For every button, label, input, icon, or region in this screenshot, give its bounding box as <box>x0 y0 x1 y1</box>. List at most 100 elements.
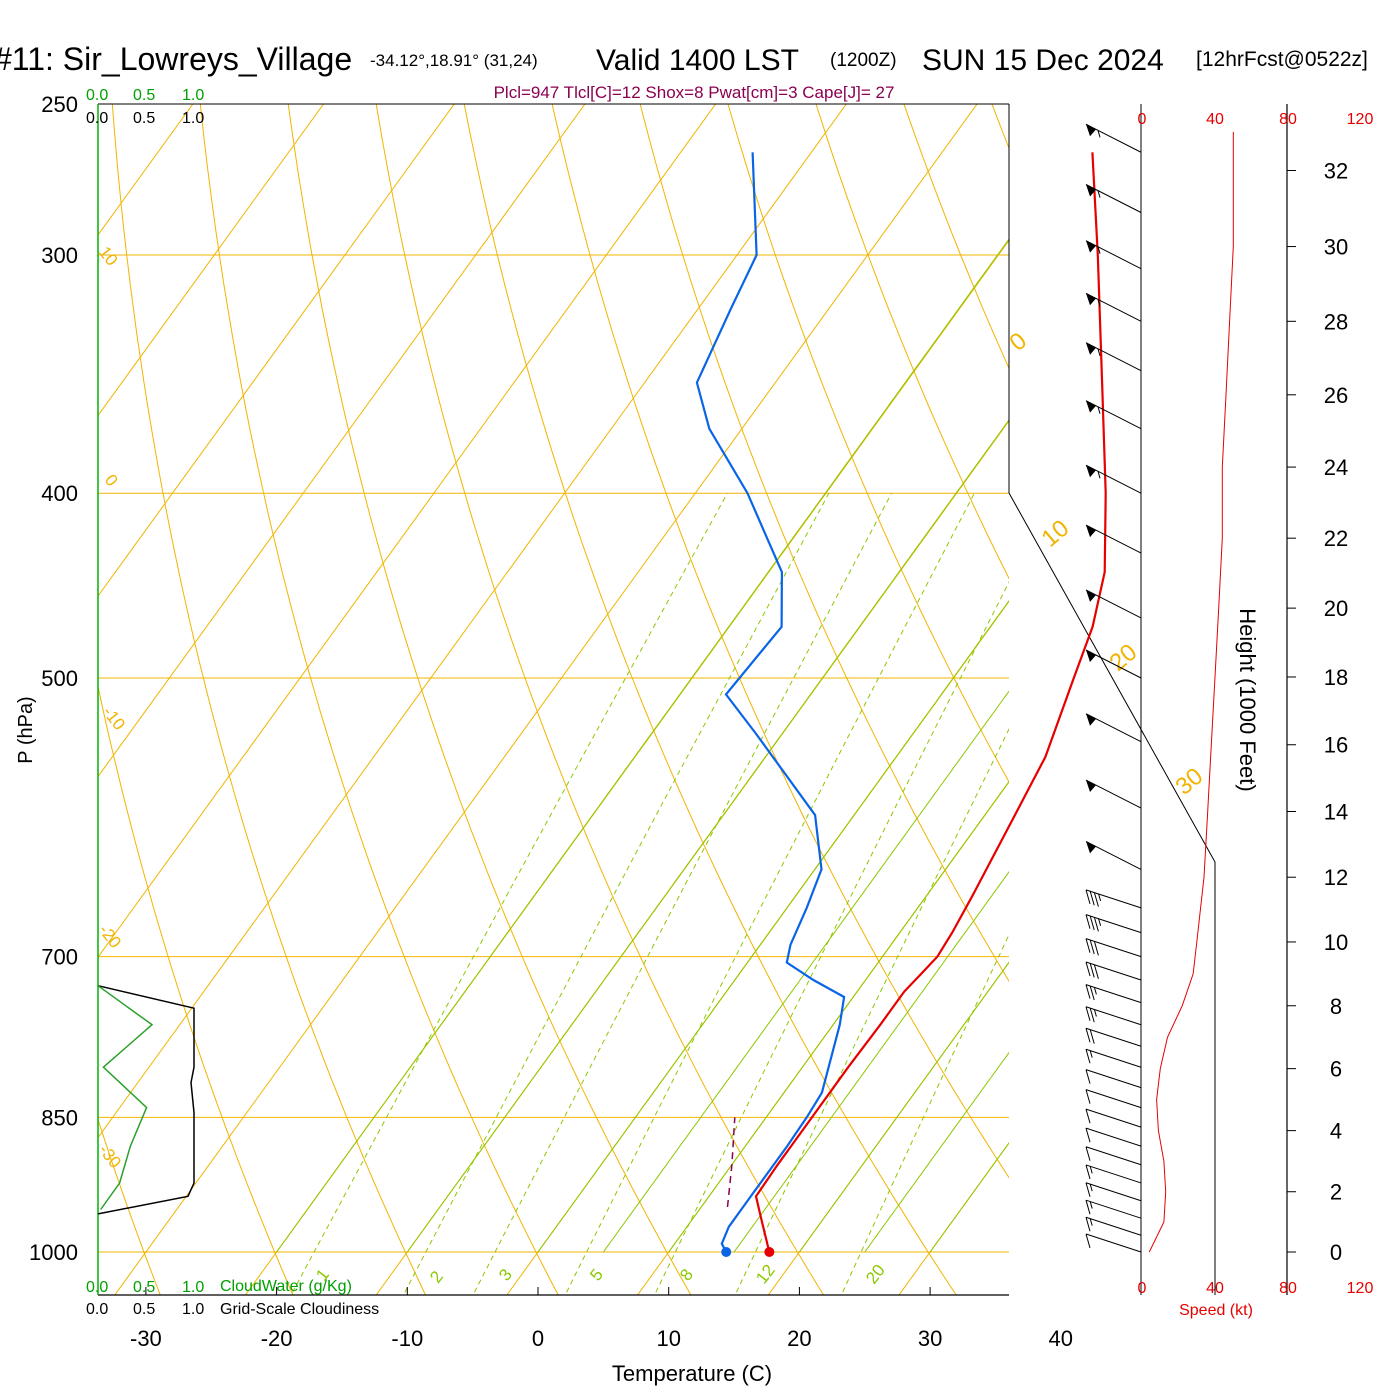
cloudiness-bottom-tick: 1.0 <box>182 1301 204 1318</box>
height-tick-label: 10 <box>1324 930 1348 955</box>
height-tick-label: 24 <box>1324 455 1348 480</box>
moist-adiabat-line <box>733 871 1009 1253</box>
height-tick-label: 6 <box>1330 1057 1342 1082</box>
valid-utc: (1200Z) <box>830 50 897 71</box>
speed-bottom-tick: 80 <box>1279 1280 1297 1297</box>
mixing-ratio-label: 8 <box>676 1265 697 1284</box>
cloudiness-bottom-tick: 0.0 <box>86 1301 108 1318</box>
pressure-tick-label: 1000 <box>29 1240 78 1265</box>
forecast-label: [12hrFcst@0522z] <box>1196 48 1368 71</box>
pressure-tick-label: 850 <box>41 1105 78 1130</box>
speed-top-tick: 0 <box>1138 111 1147 128</box>
mixing-ratio-label: 5 <box>586 1265 607 1284</box>
moist-adiabat-line <box>276 238 1009 1253</box>
mixing-ratio-line <box>734 728 1009 1295</box>
cloudiness-top-tick: 0.5 <box>133 110 155 127</box>
isotherm-label: 0 <box>101 471 122 490</box>
temperature-tick-label: -10 <box>391 1326 423 1351</box>
speed-bottom-tick: 120 <box>1347 1280 1374 1297</box>
dry-adiabat-line <box>639 104 1009 983</box>
wind-barb <box>1085 938 1142 958</box>
wind-barb <box>1085 713 1142 743</box>
height-tick-label: 32 <box>1324 158 1348 183</box>
height-tick-label: 28 <box>1324 309 1348 334</box>
wind-barb <box>1085 184 1142 213</box>
temperature-tick-label: 30 <box>918 1326 942 1351</box>
dry-adiabat-line <box>727 104 1009 783</box>
isotherm-line <box>114 104 978 1295</box>
temperature-tick-label: 10 <box>656 1326 680 1351</box>
cloudiness-line <box>97 984 195 1215</box>
mixing-ratio-line <box>402 492 830 1295</box>
wind-barb <box>1085 589 1142 619</box>
speed-top-tick: 80 <box>1279 111 1297 128</box>
isotherm-line <box>98 104 194 236</box>
dry-adiabat-line <box>463 104 957 1295</box>
speed-top-tick: 40 <box>1206 111 1224 128</box>
moist-adiabat-line <box>406 419 1009 1253</box>
isotherm-line <box>636 781 1009 1295</box>
moist-adiabat-line <box>602 690 1009 1253</box>
wind-barb <box>1085 292 1142 322</box>
pressure-tick-label: 250 <box>41 92 78 117</box>
cloudwater-bottom-tick: 1.0 <box>182 1279 204 1296</box>
height-tick-label: 26 <box>1324 383 1348 408</box>
surface-temperature-marker <box>764 1247 775 1257</box>
wind-barb <box>1085 1216 1142 1236</box>
wind-barb <box>1085 1127 1142 1147</box>
station-coords: -34.12°,18.91° (31,24) <box>370 51 538 70</box>
pressure-axis: 250 300 400 500 700 850 1000 <box>29 92 78 1265</box>
temperature-line <box>754 152 1107 1253</box>
height-tick-label: 18 <box>1324 665 1348 690</box>
isotherm-line <box>98 104 325 417</box>
header: #11: Sir_Lowreys_Village -34.12°,18.91° … <box>0 41 1368 102</box>
valid-date: SUN 15 Dec 2024 <box>922 44 1164 77</box>
mixing-ratio-line <box>472 492 893 1295</box>
isotherm-label: -30 <box>95 1141 125 1172</box>
mixing-ratio-line <box>564 492 975 1295</box>
moist-adiabat-line <box>864 1051 1009 1253</box>
mixing-ratio-line <box>840 933 1009 1295</box>
wind-barb <box>1085 1108 1142 1128</box>
mixing-ratio-label: 12 <box>752 1261 779 1288</box>
dry-adiabat-line <box>98 684 294 1295</box>
wind-barb <box>1085 961 1142 981</box>
isotherm-line <box>98 104 455 597</box>
wind-barb <box>1085 1146 1142 1166</box>
isotherm-line <box>1134 0 1400 1331</box>
dry-adiabat-line <box>551 104 1009 1179</box>
station-title: #11: Sir_Lowreys_Village <box>0 41 352 77</box>
isotherms <box>98 0 1400 1331</box>
moist-adiabat-line <box>668 780 1009 1253</box>
wind-barb <box>1085 840 1142 870</box>
isotherm-label: -10 <box>99 703 129 734</box>
moist-adiabat-line <box>798 961 1009 1253</box>
isotherm-line <box>98 104 717 958</box>
temperature-tick-label: 20 <box>787 1326 811 1351</box>
isotherm-labels: 10 0 -10 -20 -30 0 10 20 30 <box>95 243 1208 1172</box>
isotherm-label: 10 <box>1037 515 1075 553</box>
temperature-tick-label: 0 <box>532 1326 544 1351</box>
wind-barb <box>1085 984 1142 1004</box>
isobars <box>98 104 1009 1253</box>
dry-adiabat-line <box>287 104 692 1295</box>
speed-axis-label: Speed (kt) <box>1179 1302 1253 1319</box>
isotherm-line <box>244 239 1009 1295</box>
height-tick-label: 4 <box>1330 1119 1342 1144</box>
height-tick-label: 30 <box>1324 235 1348 260</box>
surface-dewpoint-marker <box>721 1247 732 1257</box>
profiles <box>695 152 1107 1257</box>
dry-adiabat-line <box>815 104 1009 580</box>
wind-barb <box>1085 1182 1142 1202</box>
wind-barb <box>1085 1164 1142 1184</box>
cloud-panel: 0.0 0.5 1.0 0.0 0.5 1.0 0.0 0.5 1.0 Clou… <box>86 87 379 1318</box>
temperature-tick-label: 40 <box>1049 1326 1073 1351</box>
wind-barbs <box>1085 104 1142 1295</box>
pressure-axis-label: P (hPa) <box>15 696 37 763</box>
mixing-ratio-label: 3 <box>495 1265 516 1284</box>
isotherm-label: 10 <box>95 243 122 270</box>
speed-bottom-tick: 40 <box>1206 1280 1224 1297</box>
